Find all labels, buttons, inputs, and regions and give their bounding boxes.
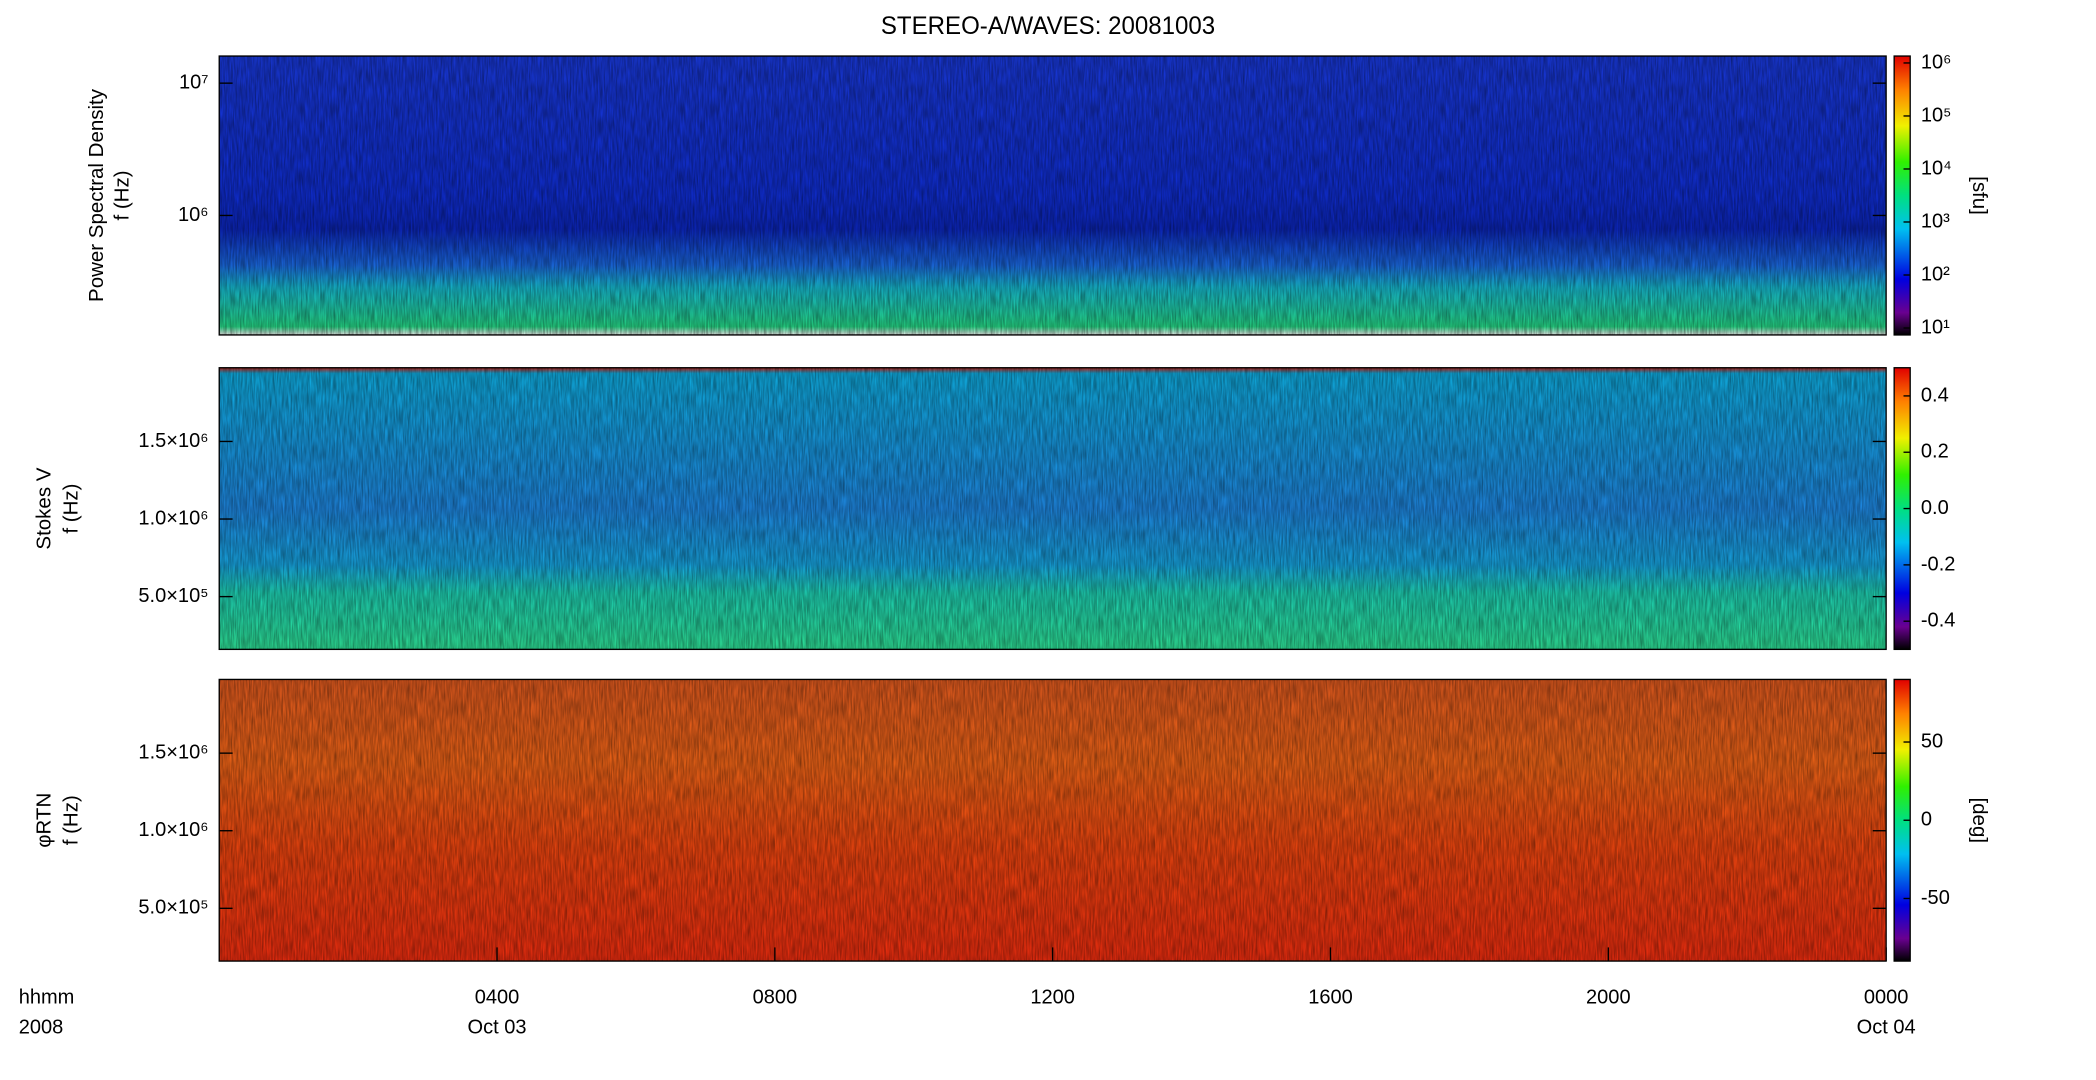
- x-date-label: Oct 04: [1857, 1016, 1916, 1038]
- y-axis-label: f (Hz): [61, 484, 83, 534]
- y-tick-label: 10⁶: [178, 204, 209, 226]
- colorbar-tick-label: 10²: [1921, 263, 1950, 285]
- y-axis-label: φRTN: [34, 793, 56, 848]
- colorbar-tick-label: 10⁴: [1921, 157, 1952, 179]
- y-axis-label: f (Hz): [61, 795, 83, 845]
- x-tick-label: 1600: [1308, 986, 1353, 1008]
- plot-frame: [218, 367, 1887, 651]
- colorbar-tick-label: 0.0: [1921, 497, 1949, 519]
- y-tick-label: 1.5×10⁶: [138, 741, 208, 763]
- x-tick-label: 1200: [1030, 986, 1075, 1008]
- x-axis-name: hhmm: [19, 986, 75, 1008]
- chart-title: STEREO-A/WAVES: 20081003: [881, 13, 1215, 40]
- y-tick-label: 1.5×10⁶: [138, 430, 208, 452]
- colorbar-tick-label: 50: [1921, 730, 1943, 752]
- colorbar-tick-label: -0.4: [1921, 609, 1956, 631]
- colorbar-tick-label: 0.2: [1921, 440, 1949, 462]
- plot-frame: [218, 55, 1887, 336]
- colorbar-tick-label: -0.2: [1921, 553, 1956, 575]
- colorbar-tick-label: 10⁵: [1921, 104, 1952, 126]
- y-tick-label: 5.0×10⁵: [138, 585, 208, 607]
- colorbar-tick-label: 0: [1921, 808, 1932, 830]
- colorbar: [1894, 679, 1911, 962]
- y-tick-label: 1.0×10⁶: [138, 507, 208, 529]
- y-tick-label: 10⁷: [179, 71, 209, 93]
- y-axis-label: Power Spectral Density: [86, 88, 108, 302]
- y-tick-label: 1.0×10⁶: [138, 819, 208, 841]
- colorbar: [1894, 56, 1911, 335]
- x-tick-label: 0000: [1864, 986, 1909, 1008]
- spectrogram-texture: [219, 679, 1887, 962]
- colorbar-tick-label: 10⁶: [1921, 51, 1952, 73]
- x-tick-label: 2000: [1586, 986, 1631, 1008]
- y-tick-label: 5.0×10⁵: [138, 897, 208, 919]
- colorbar-label: [sfu]: [1968, 176, 1990, 215]
- x-tick-label: 0400: [475, 986, 520, 1008]
- colorbar: [1894, 367, 1911, 650]
- x-tick-label: 0800: [753, 986, 798, 1008]
- y-axis-label: f (Hz): [111, 170, 133, 220]
- x-axis-name: 2008: [19, 1016, 64, 1038]
- y-axis-label: Stokes V: [34, 467, 56, 549]
- x-date-label: Oct 03: [468, 1016, 527, 1038]
- colorbar-tick-label: 10¹: [1921, 316, 1950, 338]
- colorbar-tick-label: 10³: [1921, 210, 1950, 232]
- spectrogram-texture: [219, 56, 1887, 335]
- colorbar-label: [deg]: [1968, 797, 1990, 843]
- colorbar-frame: [1893, 55, 1911, 336]
- colorbar-tick-label: 0.4: [1921, 384, 1949, 406]
- spectrogram-texture: [219, 367, 1887, 650]
- colorbar-tick-label: -50: [1921, 887, 1950, 909]
